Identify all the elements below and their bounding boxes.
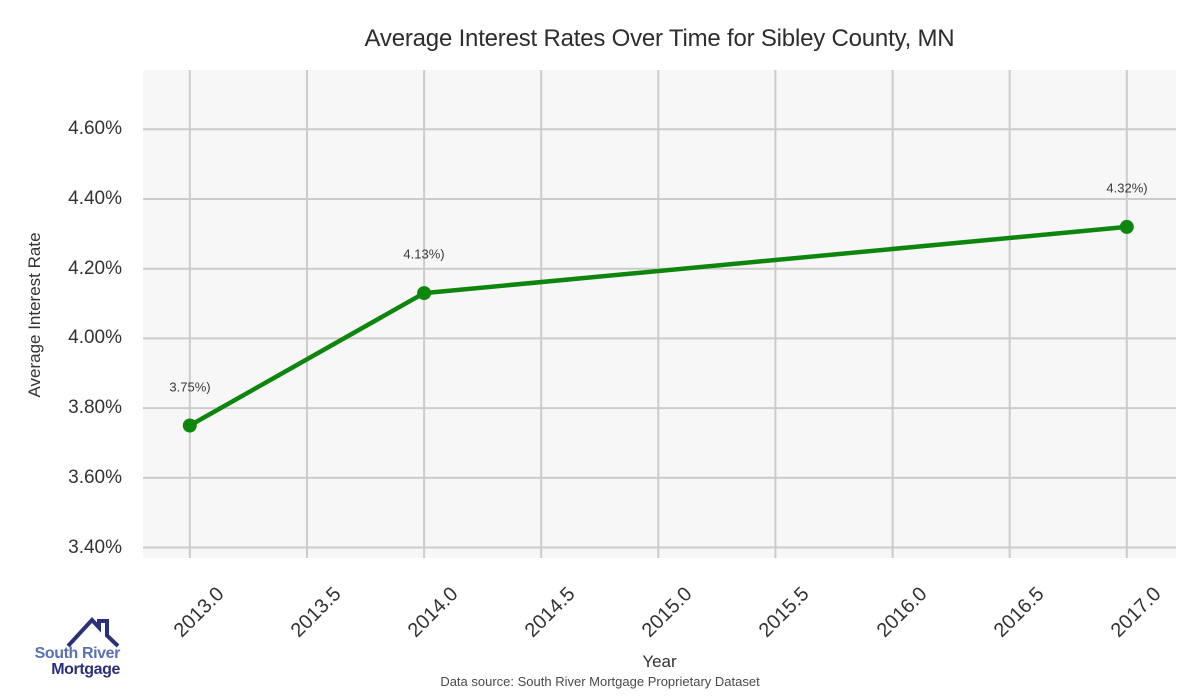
chart-title: Average Interest Rates Over Time for Sib… [364,25,955,52]
data-point-value-label: 3.75%) [169,379,211,395]
y-tick-label: 4.20% [68,258,122,279]
house-roof-icon [66,617,120,648]
x-tick-label: 2017.0 [1106,583,1166,642]
x-tick-label: 2015.5 [754,583,814,642]
x-tick-label: 2013.5 [286,583,346,642]
y-tick-label: 3.80% [68,397,122,418]
y-tick-label: 4.00% [68,327,122,348]
y-axis-title: Average Interest Rate [25,232,44,398]
data-point-value-label: 4.32%) [1106,180,1148,196]
x-tick-label: 2016.0 [872,583,932,642]
x-tick-label: 2014.0 [403,583,463,642]
y-tick-label: 3.60% [68,467,122,488]
y-tick-label: 4.60% [68,118,122,139]
data-point-marker [417,286,432,301]
data-point-value-label: 4.13%) [403,246,445,262]
x-tick-label: 2015.0 [637,583,697,642]
plot-area [143,70,1176,558]
y-tick-label: 4.40% [68,188,122,209]
data-point-marker [182,418,197,433]
y-tick-label: 3.40% [68,537,122,558]
data-source-note: Data source: South River Mortgage Propri… [440,674,760,689]
x-axis-title: Year [642,652,677,671]
data-point-marker [1119,219,1134,234]
line-chart [143,70,1176,558]
south-river-mortgage-logo: South River Mortgage [25,612,120,688]
logo-text-line2: Mortgage [51,661,120,678]
x-tick-label: 2013.0 [169,583,229,642]
logo-text-line1: South River [34,645,121,662]
x-tick-label: 2016.5 [989,583,1049,642]
x-tick-label: 2014.5 [520,583,580,642]
